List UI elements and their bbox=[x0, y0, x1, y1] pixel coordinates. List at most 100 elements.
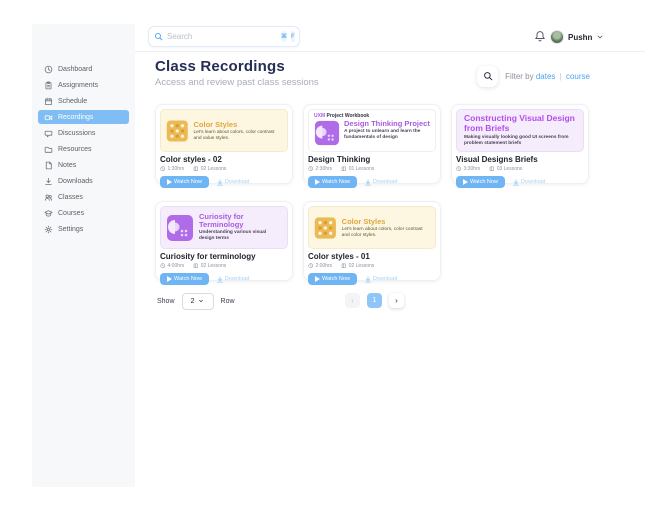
card-thumbnail[interactable]: Color Styles Let's learn about colors, c… bbox=[308, 206, 436, 249]
sidebar-item-label: Assignments bbox=[58, 81, 99, 89]
card-meta: 4:00hrs 02 Lessons bbox=[160, 263, 288, 269]
video-camera-icon bbox=[44, 113, 53, 122]
sidebar-item-courses[interactable]: Courses bbox=[38, 206, 129, 220]
shortcut-cmd-key: ⌘ bbox=[281, 31, 287, 42]
thumb-title: Design Thinking Project bbox=[344, 119, 430, 128]
sidebar-item-assignments[interactable]: Assignments bbox=[38, 78, 129, 92]
card-thumbnail[interactable]: Color Styles Let's learn about colors, c… bbox=[160, 109, 288, 152]
thumb-description: Let's learn about colors, color contrast… bbox=[341, 226, 423, 238]
filter-dates-link[interactable]: dates bbox=[535, 72, 556, 81]
chevron-down-icon bbox=[596, 28, 604, 46]
lessons: 03 Lessons bbox=[489, 166, 522, 172]
card-actions: Watch Now Download bbox=[160, 176, 288, 188]
download-button[interactable]: Download bbox=[365, 178, 397, 186]
gear-icon bbox=[44, 225, 53, 234]
filter-bar: Filter by dates | course bbox=[477, 66, 590, 87]
page-subtitle: Access and review past class sessions bbox=[155, 77, 319, 88]
sidebar-item-notes[interactable]: Notes bbox=[38, 158, 129, 172]
book-icon bbox=[193, 263, 198, 269]
design-shape-icon bbox=[167, 214, 193, 241]
card-title: Design Thinking bbox=[308, 155, 371, 164]
sidebar-item-classes[interactable]: Classes bbox=[38, 190, 129, 204]
download-button[interactable]: Download bbox=[365, 275, 397, 283]
download-button[interactable]: Download bbox=[217, 178, 249, 186]
download-icon bbox=[44, 177, 53, 186]
sidebar-item-schedule[interactable]: Schedule bbox=[38, 94, 129, 108]
sidebar-item-label: Recordings bbox=[58, 113, 94, 121]
sidebar-item-recordings[interactable]: Recordings bbox=[38, 110, 129, 124]
sidebar-nav: Dashboard Assignments Schedule Recording… bbox=[32, 24, 135, 236]
watch-now-button[interactable]: Watch Now bbox=[456, 176, 505, 188]
sidebar-item-label: Dashboard bbox=[58, 65, 93, 73]
lessons: 02 Lessons bbox=[193, 263, 226, 269]
next-page-button[interactable]: › bbox=[389, 293, 404, 308]
book-icon bbox=[341, 263, 346, 269]
card-actions: Watch Now Download bbox=[308, 176, 436, 188]
filter-search-button[interactable] bbox=[477, 66, 499, 87]
sidebar-item-dashboard[interactable]: Dashboard bbox=[38, 62, 129, 76]
card-thumbnail[interactable]: Constructing Visual Design from Briefs M… bbox=[456, 109, 584, 152]
sidebar-item-label: Downloads bbox=[58, 177, 93, 185]
dots-pattern-icon bbox=[166, 120, 188, 141]
thumb-description: A project to unlearn and learn the funda… bbox=[344, 129, 421, 141]
download-button[interactable]: Download bbox=[513, 178, 545, 186]
sidebar-item-label: Classes bbox=[58, 193, 83, 201]
rows-select[interactable]: 2 bbox=[181, 293, 214, 310]
rows-per-page-control: Show 2 Row bbox=[157, 293, 235, 310]
duration: 3:30hrs bbox=[456, 166, 480, 172]
card-thumbnail[interactable]: Curiosity for Terminology Understanding … bbox=[160, 206, 288, 249]
filter-course-link[interactable]: course bbox=[565, 72, 590, 81]
thumb-description: Understanding various visual design term… bbox=[199, 230, 267, 242]
recording-card: UXM Project Workbook Design Thinking Pro… bbox=[303, 104, 441, 188]
thumb-title: Color Styles bbox=[341, 216, 386, 226]
download-icon bbox=[365, 275, 371, 283]
lessons: 02 Lessons bbox=[193, 166, 226, 172]
thumb-title: Curiosity for Terminology bbox=[199, 211, 244, 230]
search-icon bbox=[154, 28, 163, 46]
card-meta: 1:30hrs 02 Lessons bbox=[160, 166, 288, 172]
watch-now-button[interactable]: Watch Now bbox=[308, 176, 357, 188]
sidebar-item-label: Settings bbox=[58, 225, 84, 233]
topbar-divider bbox=[135, 51, 645, 52]
page-header: Class Recordings Access and review past … bbox=[155, 58, 319, 88]
thumb-title: Color Styles bbox=[193, 119, 238, 129]
card-title: Curiosity for terminology bbox=[160, 252, 256, 261]
watch-now-button[interactable]: Watch Now bbox=[160, 176, 209, 188]
card-meta: 3:30hrs 03 Lessons bbox=[456, 166, 584, 172]
search-icon bbox=[483, 68, 493, 86]
filter-separator: | bbox=[559, 72, 562, 81]
card-title: Visual Designs Briefs bbox=[456, 155, 538, 164]
sidebar-item-discussions[interactable]: Discussions bbox=[38, 126, 129, 140]
notifications-bell-icon[interactable] bbox=[534, 30, 546, 43]
clock-icon bbox=[44, 65, 53, 74]
download-icon bbox=[217, 178, 223, 186]
row-label: Row bbox=[220, 298, 235, 305]
card-title: Color styles - 01 bbox=[308, 252, 370, 261]
download-button[interactable]: Download bbox=[217, 275, 249, 283]
thumb-title: Constructing Visual Design from Briefs bbox=[464, 113, 575, 133]
download-icon bbox=[513, 178, 519, 186]
watch-now-button[interactable]: Watch Now bbox=[160, 273, 209, 285]
clock-icon bbox=[160, 263, 166, 269]
search-input[interactable] bbox=[167, 32, 277, 41]
thumb-description: Making visually looking good UI screens … bbox=[464, 135, 569, 147]
sidebar-item-label: Discussions bbox=[58, 129, 96, 137]
recording-card: Constructing Visual Design from Briefs M… bbox=[451, 104, 589, 188]
sidebar-item-settings[interactable]: Settings bbox=[38, 222, 129, 236]
clock-icon bbox=[308, 166, 314, 172]
filter-text: Filter by dates | course bbox=[505, 72, 590, 81]
recording-card: Curiosity for Terminology Understanding … bbox=[155, 201, 293, 285]
prev-page-button[interactable]: ‹ bbox=[345, 293, 360, 308]
thumb-description: Let's learn about colors, color contrast… bbox=[193, 129, 275, 141]
duration: 2:00hrs bbox=[308, 263, 332, 269]
sidebar-item-downloads[interactable]: Downloads bbox=[38, 174, 129, 188]
card-thumbnail[interactable]: UXM Project Workbook Design Thinking Pro… bbox=[308, 109, 436, 152]
user-menu[interactable]: Pushn bbox=[550, 28, 604, 46]
sidebar-item-resources[interactable]: Resources bbox=[38, 142, 129, 156]
watch-now-button[interactable]: Watch Now bbox=[308, 273, 357, 285]
page-1-button[interactable]: 1 bbox=[367, 293, 382, 308]
clock-icon bbox=[160, 166, 166, 172]
play-icon bbox=[167, 179, 172, 185]
chevron-left-icon: ‹ bbox=[351, 296, 354, 305]
